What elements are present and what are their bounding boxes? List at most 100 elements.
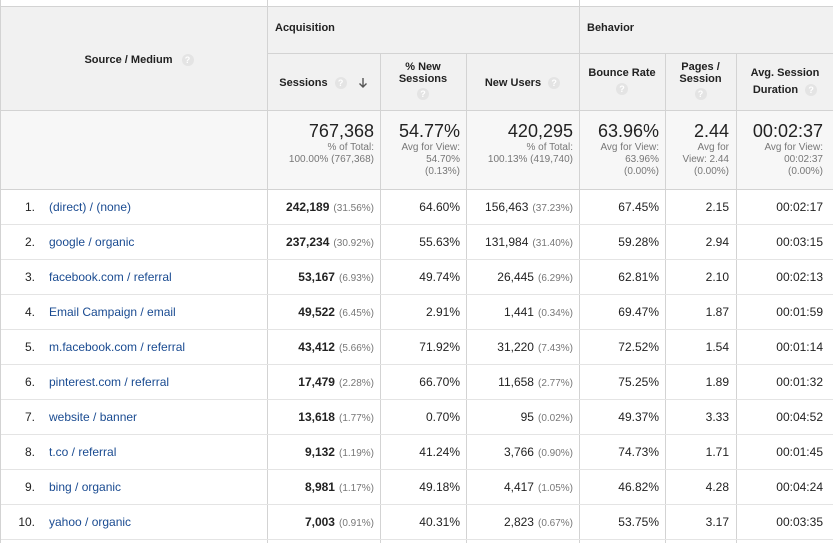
sessions-value: 53,167	[298, 270, 335, 284]
source-medium-link[interactable]: m.facebook.com / referral	[49, 340, 186, 354]
summary-note: 100.13% (419,740)	[487, 154, 573, 165]
row-divider	[1, 259, 833, 260]
column-header-bounce-rate[interactable]: Bounce Rate ?	[579, 67, 665, 96]
help-icon[interactable]: ?	[334, 77, 347, 90]
column-header-source-medium[interactable]: Source / Medium ?	[11, 54, 267, 67]
avg-duration-cell: 00:01:14	[776, 340, 823, 354]
pct-new-sessions-cell: 49.74%	[419, 270, 460, 284]
divider	[466, 53, 467, 543]
bounce-rate-cell: 49.37%	[618, 410, 659, 424]
sessions-value: 17,479	[298, 375, 335, 389]
row-divider	[1, 294, 833, 295]
sessions-cell: 13,618 (1.77%)	[267, 400, 374, 435]
row-index: 2.	[24, 235, 35, 249]
table-row: 1. (direct) / (none) 242,189 (31.56%) 64.60%…	[1, 190, 833, 225]
row-index: 6.	[24, 375, 35, 389]
table-row: 10. yahoo / organic 7,003 (0.91%) 40.31% 2,82…	[1, 505, 833, 540]
bounce-rate-cell: 67.45%	[618, 200, 659, 214]
pages-session-cell: 1.54	[705, 340, 729, 354]
table-row: 2. google / organic 237,234 (30.92%) 55.63% 1…	[1, 225, 833, 260]
row-index: 9.	[24, 480, 35, 494]
help-icon[interactable]: ?	[417, 88, 429, 101]
row-divider	[1, 434, 833, 435]
avg-duration-cell: 00:04:24	[776, 480, 823, 494]
pages-session-cell: 1.87	[705, 305, 729, 319]
summary-note: 54.70%	[426, 154, 460, 165]
new-users-percent: (2.77%)	[537, 378, 573, 389]
avg-duration-cell: 00:02:17	[776, 200, 823, 214]
source-medium-link[interactable]: (direct) / (none)	[49, 200, 132, 214]
help-icon[interactable]: ?	[616, 83, 628, 96]
column-header-avg-session-duration[interactable]: Avg. Session Duration ?	[736, 67, 833, 97]
row-divider	[1, 399, 833, 400]
column-header-label: Sessions	[398, 73, 448, 85]
summary-bounce: 63.96% Avg for View: 63.96% (0.00%)	[579, 120, 659, 178]
pct-new-sessions-cell: 66.70%	[419, 375, 460, 389]
sessions-cell: 7,003 (0.91%)	[267, 505, 374, 540]
new-users-cell: 31,220 (7.43%)	[466, 330, 573, 365]
new-users-value: 131,984	[485, 235, 529, 249]
divider	[579, 0, 580, 543]
new-users-percent: (6.29%)	[537, 273, 573, 284]
source-medium-link[interactable]: facebook.com / referral	[49, 270, 172, 284]
row-divider	[1, 504, 833, 505]
sessions-value: 49,522	[298, 305, 335, 319]
source-medium-link[interactable]: bing / organic	[49, 480, 122, 494]
row-index: 10.	[18, 515, 35, 529]
help-icon[interactable]: ?	[805, 84, 818, 97]
sessions-value: 8,981	[304, 480, 335, 494]
summary-note: Avg for View:	[764, 142, 823, 153]
new-users-percent: (31.40%)	[532, 238, 573, 249]
new-users-percent: (0.90%)	[537, 448, 573, 459]
column-header-label: Source / Medium	[84, 54, 173, 66]
column-header-label: % New	[405, 61, 441, 73]
column-header-pages-session[interactable]: Pages / Session ?	[665, 61, 736, 101]
row-divider	[1, 224, 833, 225]
row-index: 1.	[24, 200, 35, 214]
source-medium-link[interactable]: Email Campaign / email	[49, 305, 176, 319]
column-header-sessions[interactable]: Sessions ?	[267, 77, 380, 90]
sessions-value: 43,412	[298, 340, 335, 354]
new-users-percent: (7.43%)	[537, 343, 573, 354]
table-row: 9. bing / organic 8,981 (1.17%) 49.18% 4,417(…	[1, 470, 833, 505]
row-index: 3.	[24, 270, 35, 284]
source-medium-link[interactable]: pinterest.com / referral	[49, 375, 170, 389]
sessions-cell: 49,522 (6.45%)	[267, 295, 374, 330]
summary-note: Avg for View:	[600, 142, 659, 153]
sessions-value: 13,618	[298, 410, 335, 424]
source-medium-link[interactable]: yahoo / organic	[49, 515, 132, 529]
row-divider	[1, 469, 833, 470]
pages-session-cell: 2.10	[705, 270, 729, 284]
new-users-cell: 2,823 (0.67%)	[466, 505, 573, 540]
column-header-new-users[interactable]: New Users ?	[466, 77, 579, 90]
sessions-percent: (6.93%)	[338, 273, 374, 284]
pct-new-sessions-cell: 41.24%	[419, 445, 460, 459]
summary-note: (0.00%)	[623, 166, 659, 177]
sessions-cell: 242,189 (31.56%)	[267, 190, 374, 225]
sessions-percent: (1.77%)	[338, 413, 374, 424]
help-icon[interactable]: ?	[548, 77, 561, 90]
new-users-value: 4,417	[503, 480, 534, 494]
column-header-pct-new-sessions[interactable]: % New Sessions ?	[380, 61, 466, 101]
table-row: 3. facebook.com / referral 53,167 (6.93%) 49…	[1, 260, 833, 295]
bounce-rate-cell: 62.81%	[618, 270, 659, 284]
new-users-value: 31,220	[497, 340, 534, 354]
row-divider	[1, 329, 833, 330]
new-users-percent: (0.02%)	[537, 413, 573, 424]
summary-value: 00:02:37	[752, 121, 823, 141]
help-icon[interactable]: ?	[694, 88, 707, 101]
source-medium-link[interactable]: website / banner	[49, 410, 138, 424]
new-users-cell: 4,417 (1.05%)	[466, 470, 573, 505]
divider	[267, 0, 268, 543]
sort-descending-icon[interactable]	[358, 77, 368, 89]
source-medium-link[interactable]: google / organic	[49, 235, 135, 249]
new-users-value: 26,445	[497, 270, 534, 284]
sessions-cell: 53,167 (6.93%)	[267, 260, 374, 295]
bounce-rate-cell: 69.47%	[618, 305, 659, 319]
new-users-percent: (0.34%)	[537, 308, 573, 319]
source-medium-link[interactable]: t.co / referral	[49, 445, 117, 459]
new-users-percent: (37.23%)	[532, 203, 573, 214]
new-users-cell: 26,445 (6.29%)	[466, 260, 573, 295]
help-icon[interactable]: ?	[181, 54, 194, 67]
